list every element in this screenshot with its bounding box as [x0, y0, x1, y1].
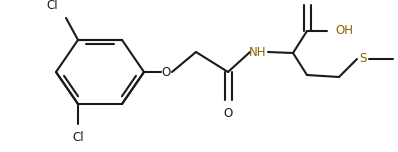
Text: S: S — [359, 52, 367, 66]
Text: Cl: Cl — [72, 131, 84, 144]
Text: Cl: Cl — [47, 0, 58, 12]
Text: O: O — [223, 107, 232, 120]
Text: OH: OH — [335, 24, 353, 38]
Text: O: O — [161, 66, 171, 78]
Text: NH: NH — [249, 45, 267, 59]
